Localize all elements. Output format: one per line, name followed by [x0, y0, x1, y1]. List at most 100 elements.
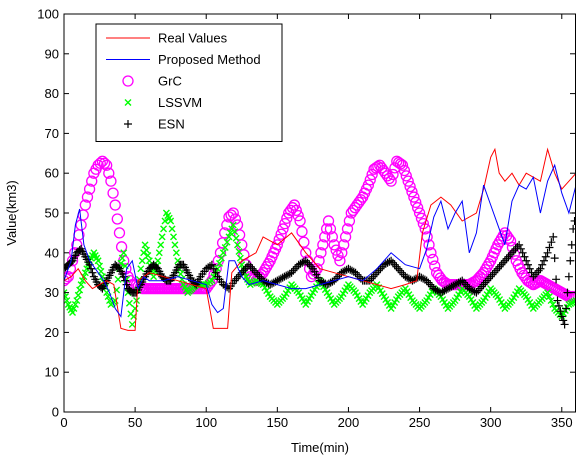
- data-point-grc: [570, 290, 576, 303]
- x-tick-label: 250: [409, 415, 431, 430]
- data-point-esn: [300, 257, 308, 266]
- data-point-lssvm: [144, 251, 152, 259]
- data-point-lssvm: [83, 265, 91, 273]
- data-point-esn: [504, 252, 513, 261]
- data-point-lssvm: [98, 273, 106, 281]
- data-point-esn: [280, 272, 289, 281]
- data-point-lssvm: [221, 243, 229, 251]
- data-point-lssvm: [168, 225, 176, 233]
- data-point-lssvm: [73, 297, 81, 305]
- data-point-esn: [367, 274, 376, 283]
- data-point-grc: [355, 194, 367, 206]
- data-point-esn: [452, 279, 461, 288]
- data-point-grc: [343, 215, 356, 227]
- data-point-esn: [495, 262, 504, 271]
- data-point-esn: [479, 280, 488, 289]
- data-point-grc: [387, 168, 399, 181]
- legend-label: ESN: [158, 117, 185, 132]
- data-point-esn: [477, 282, 486, 291]
- data-point-grc: [319, 231, 331, 243]
- x-tick-label: 150: [266, 415, 288, 430]
- data-point-esn: [246, 262, 255, 271]
- data-point-esn: [209, 264, 218, 273]
- data-point-lssvm: [167, 217, 175, 225]
- data-point-grc: [336, 247, 348, 259]
- data-point-esn: [532, 268, 541, 277]
- data-point-grc: [398, 164, 411, 177]
- data-point-lssvm: [158, 233, 166, 241]
- data-point-grc: [338, 239, 350, 251]
- data-point-esn: [296, 259, 305, 268]
- data-point-esn: [518, 248, 527, 257]
- data-point-grc: [402, 175, 414, 187]
- data-point-esn: [348, 266, 356, 275]
- data-point-grc: [290, 204, 302, 216]
- y-tick-label: 0: [52, 405, 59, 420]
- y-tick-label: 20: [45, 325, 59, 340]
- data-point-lssvm: [217, 254, 225, 262]
- data-point-esn: [332, 274, 340, 283]
- data-point-lssvm: [231, 228, 239, 236]
- data-point-esn: [490, 268, 499, 277]
- data-point-lssvm: [131, 305, 139, 313]
- data-point-grc: [79, 199, 91, 211]
- data-point-grc: [221, 219, 233, 231]
- data-point-grc: [429, 260, 441, 272]
- data-point-lssvm: [64, 297, 71, 305]
- data-point-grc: [279, 217, 291, 230]
- series-proposed-method: [64, 163, 576, 318]
- data-point-grc: [107, 187, 119, 199]
- data-point-esn: [294, 260, 303, 269]
- data-point-grc: [113, 227, 126, 239]
- data-point-esn: [316, 276, 324, 285]
- data-point-esn: [553, 296, 562, 305]
- data-point-esn: [538, 260, 547, 269]
- data-point-grc: [309, 265, 321, 278]
- data-point-esn: [301, 256, 310, 265]
- data-point-grc: [408, 191, 420, 203]
- data-point-grc: [101, 159, 113, 171]
- data-point-grc: [298, 236, 310, 248]
- data-point-lssvm: [219, 249, 227, 257]
- data-point-esn: [250, 266, 259, 275]
- data-point-lssvm: [69, 309, 77, 316]
- data-point-esn: [230, 276, 239, 285]
- data-point-grc: [385, 175, 397, 187]
- data-point-esn: [237, 268, 246, 277]
- data-point-grc: [383, 172, 395, 185]
- data-point-esn: [401, 272, 410, 281]
- data-point-grc: [94, 157, 106, 169]
- y-tick-label: 70: [45, 126, 59, 141]
- legend-label: Proposed Method: [158, 52, 261, 67]
- data-point-grc: [227, 207, 239, 219]
- data-point-esn: [307, 262, 316, 271]
- data-point-lssvm: [71, 301, 79, 309]
- data-point-lssvm: [544, 289, 552, 297]
- data-point-lssvm: [128, 320, 136, 328]
- data-point-esn: [499, 258, 508, 267]
- data-point-lssvm: [118, 254, 126, 262]
- data-point-esn: [426, 280, 435, 289]
- data-point-esn: [396, 266, 404, 275]
- data-point-grc: [366, 168, 378, 181]
- y-axis-label: Value(km3): [4, 180, 19, 246]
- data-point-esn: [282, 271, 291, 280]
- data-point-grc: [413, 207, 426, 219]
- data-point-esn: [244, 260, 253, 269]
- data-point-esn: [278, 273, 287, 282]
- data-point-esn: [339, 267, 348, 276]
- data-point-esn: [388, 258, 397, 267]
- data-point-esn: [408, 276, 417, 285]
- data-point-lssvm: [235, 247, 243, 255]
- data-point-grc: [229, 213, 242, 225]
- data-point-grc: [339, 231, 352, 243]
- data-point-esn: [397, 268, 406, 277]
- data-point-grc: [474, 271, 486, 283]
- data-point-esn: [522, 256, 531, 265]
- data-point-esn: [324, 279, 333, 288]
- data-point-esn: [275, 275, 284, 284]
- data-point-grc: [425, 247, 437, 259]
- y-tick-label: 50: [45, 206, 59, 221]
- data-point-esn: [340, 266, 349, 275]
- data-point-grc: [313, 255, 325, 267]
